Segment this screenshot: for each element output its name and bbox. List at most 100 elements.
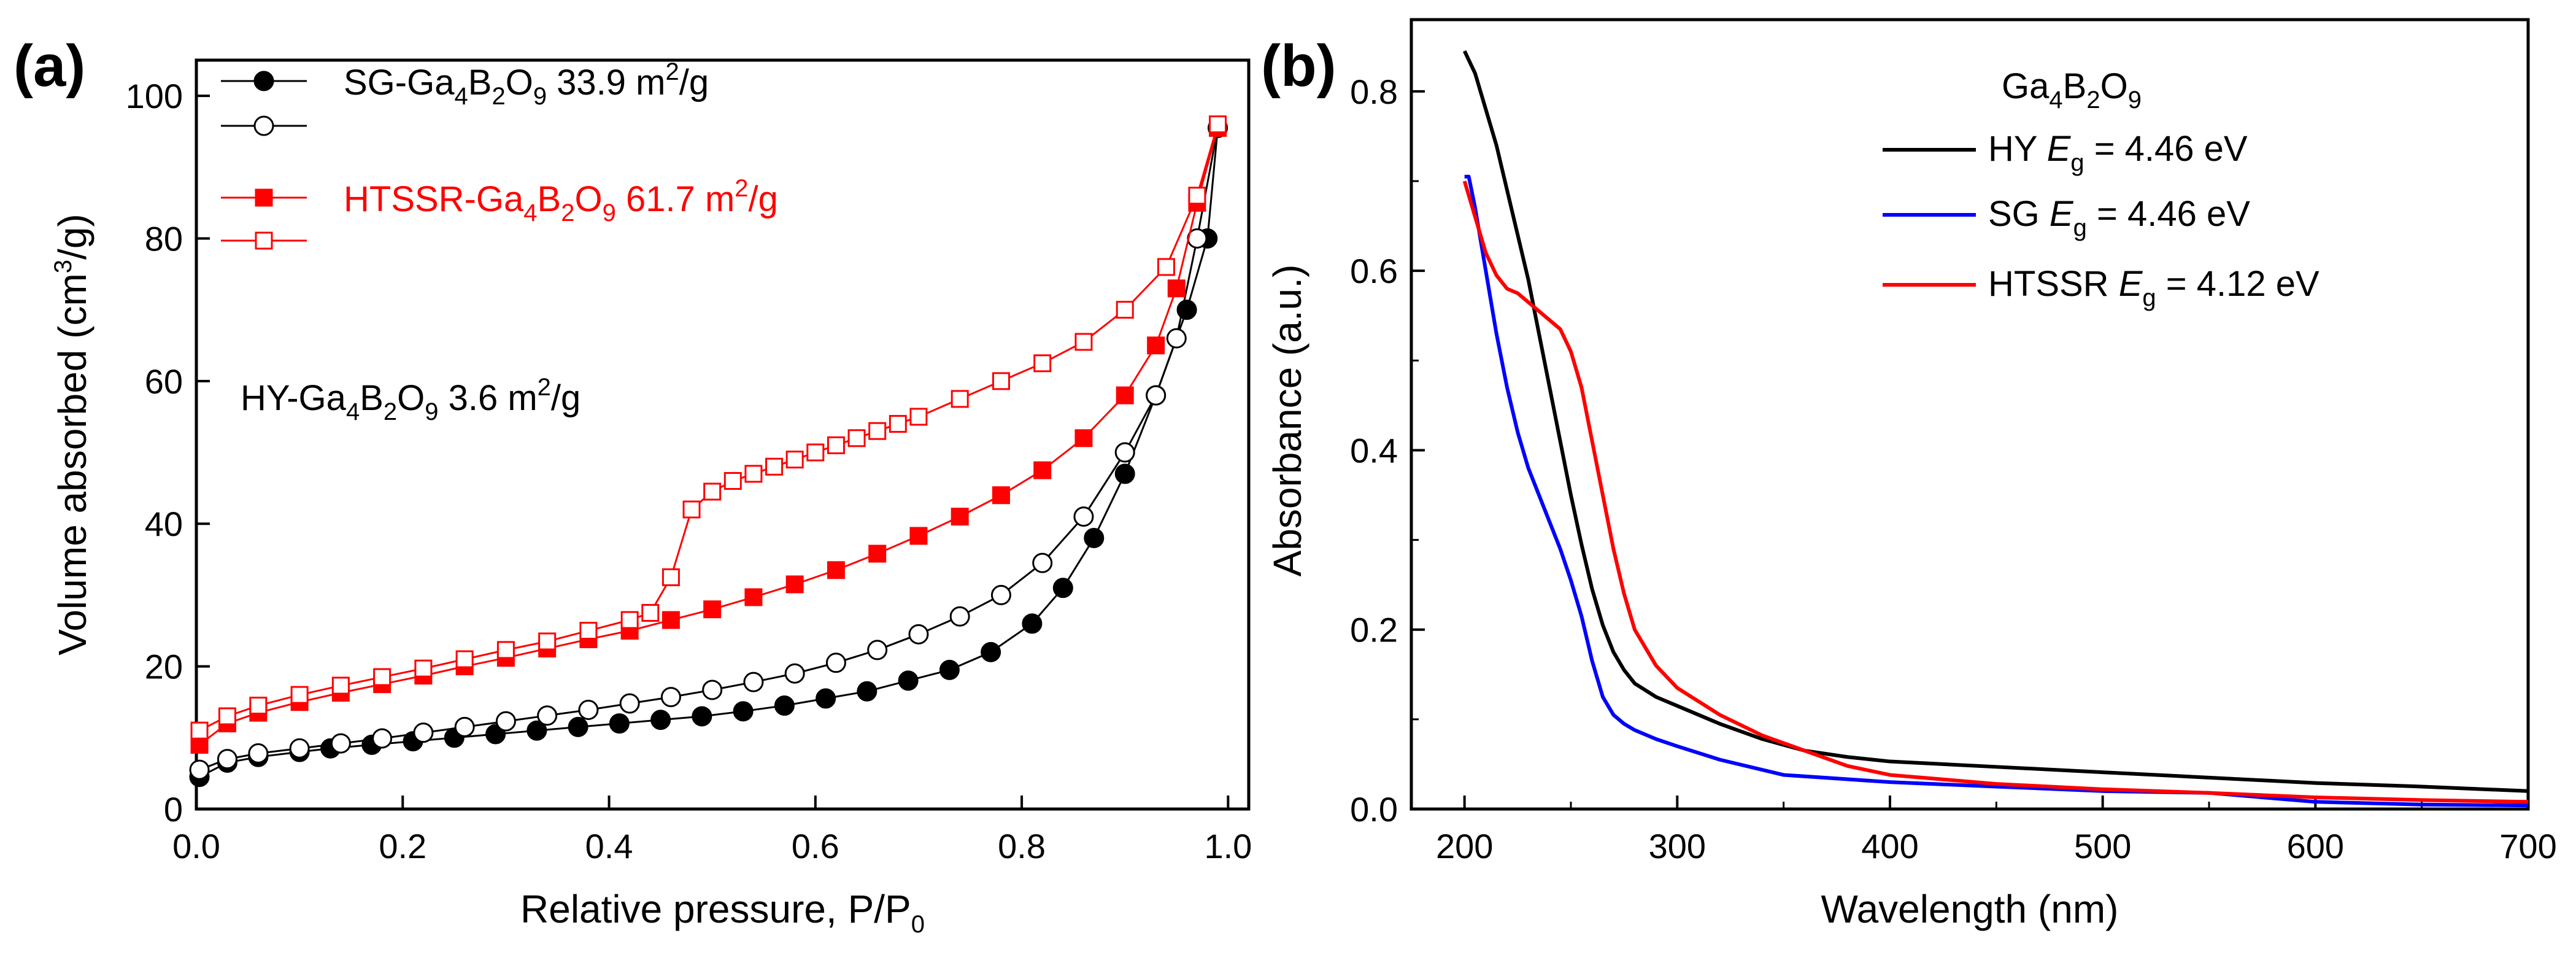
legend-marker xyxy=(255,231,273,250)
panel-a-data-point xyxy=(641,603,660,622)
panel-a-data-point xyxy=(495,711,516,732)
panel-a-data-point xyxy=(414,659,433,678)
panel-a-data-point xyxy=(190,721,209,740)
panel-a-data-point xyxy=(868,422,887,440)
panel-a-data-point xyxy=(1188,187,1206,205)
panel-a-data-point xyxy=(189,759,210,780)
panel-b-x-tick-label: 600 xyxy=(2287,827,2344,865)
panel-a-data-point xyxy=(898,670,919,691)
panel-a-letter: (a) xyxy=(13,33,85,99)
panel-a-data-point xyxy=(939,659,960,680)
panel-a-data-point xyxy=(981,641,1001,662)
panel-a-data-point xyxy=(825,652,846,673)
panel-b-letter: (b) xyxy=(1261,33,1336,99)
panel-a-y-tick-label: 0 xyxy=(164,790,183,829)
panel-a-data-point xyxy=(992,372,1010,390)
panel-a-isotherm-chart: 0.0 0.2 0.4 0.6 0.8 1.0 0 20 40 60 80 100 Relative p… xyxy=(13,33,1252,938)
panel-a-data-point xyxy=(1114,463,1135,484)
panel-a-series-line xyxy=(199,124,1219,732)
panel-a-data-point xyxy=(703,600,722,619)
panel-a-data-point xyxy=(1033,354,1052,373)
panel-a-data-point xyxy=(330,733,351,754)
panel-a-data-point xyxy=(455,650,474,668)
panel-a-x-tick-label: 0.0 xyxy=(172,827,220,865)
legend-marker xyxy=(253,115,274,136)
panel-a-data-point xyxy=(744,588,763,606)
panel-b-x-tick-label: 500 xyxy=(2074,827,2131,865)
panel-a-data-point xyxy=(1084,527,1105,548)
panel-a-data-point xyxy=(857,681,877,702)
panel-a-annotation-hy: HY-Ga4B2O9 3.6 m2/g xyxy=(241,374,580,425)
panel-a-data-point xyxy=(578,699,599,720)
panel-b-y-tick-label: 0.4 xyxy=(1350,431,1398,470)
panel-b-legend: Ga4B2O9 HY Eg = 4.46 eV SG Eg = 4.46 eV HTS… xyxy=(1883,66,2320,311)
panel-b-y-tick-label: 0.8 xyxy=(1350,72,1398,111)
panel-a-data-point xyxy=(702,680,723,700)
panel-a-data-point xyxy=(868,544,887,563)
panel-a-data-point xyxy=(454,716,475,737)
legend-label: HTSSR Eg = 4.12 eV xyxy=(1988,264,2320,311)
panel-a-x-tick-label: 0.8 xyxy=(998,827,1046,865)
panel-b-x-tick-label: 400 xyxy=(1861,827,1918,865)
panel-a-data-point xyxy=(951,508,969,526)
panel-b-x-tick-label: 300 xyxy=(1649,827,1706,865)
panel-a-data-point xyxy=(217,749,237,770)
panel-a-data-point xyxy=(909,527,928,545)
panel-a-series-line xyxy=(199,128,1219,771)
panel-a-data-point xyxy=(1022,613,1043,634)
panel-a-data-point xyxy=(579,622,598,640)
panel-b-y-tick-label: 0.6 xyxy=(1350,252,1398,290)
panel-b-frame xyxy=(1409,18,2530,811)
panel-a-data-point xyxy=(816,688,836,709)
panel-a-data-point xyxy=(908,624,929,645)
panel-a-data-point xyxy=(661,568,680,586)
panel-a-series-line xyxy=(199,127,1219,746)
panel-a-frame xyxy=(195,58,1251,811)
panel-a-data-point xyxy=(744,465,763,483)
panel-a-data-point xyxy=(661,611,680,629)
legend-marker xyxy=(253,71,274,91)
panel-a-x-tick-label: 1.0 xyxy=(1204,827,1252,865)
panel-a-data-point xyxy=(889,415,907,433)
panel-b-x-axis-title: Wavelength (nm) xyxy=(1821,887,2119,931)
panel-a-data-point xyxy=(1167,279,1186,298)
panel-a-data-point xyxy=(372,728,393,749)
panel-a-y-tick-label: 60 xyxy=(145,362,183,401)
panel-a-data-point xyxy=(692,706,712,727)
panel-a-data-point xyxy=(1074,333,1093,351)
panel-a-data-point xyxy=(413,722,434,743)
panel-a-data-point xyxy=(1052,578,1073,598)
panel-a-data-point xyxy=(951,390,969,408)
panel-a-data-point xyxy=(785,575,804,594)
panel-a-data-point xyxy=(660,687,681,708)
panel-a-y-tick-label: 100 xyxy=(126,77,183,115)
panel-b-y-tick-label: 0.2 xyxy=(1350,611,1398,649)
panel-a-data-point xyxy=(537,705,558,726)
panel-a-data-point xyxy=(784,663,805,684)
panel-a-data-point xyxy=(218,707,236,726)
panel-a-data-point xyxy=(1157,258,1175,276)
legend-label: SG Eg = 4.46 eV xyxy=(1988,194,2250,241)
panel-a-data-point xyxy=(249,697,268,715)
panel-a-data-point xyxy=(1209,115,1227,134)
panel-a-data-point xyxy=(682,500,701,519)
panel-a-data-point xyxy=(248,743,269,764)
panel-a-data-point xyxy=(733,701,754,722)
panel-b-x-tick-label: 200 xyxy=(1436,827,1493,865)
panel-a-x-tick-label: 0.6 xyxy=(792,827,839,865)
panel-a-data-point xyxy=(1073,506,1094,527)
panel-a-data-point xyxy=(806,443,825,462)
panel-a-data-point xyxy=(774,695,795,716)
panel-a-data-point xyxy=(331,676,350,695)
panel-b-x-tick-label: 700 xyxy=(2499,827,2556,865)
panel-a-y-tick-label: 40 xyxy=(145,505,183,543)
panel-a-data-point xyxy=(867,640,888,660)
panel-a-data-point xyxy=(1147,336,1165,355)
panel-a-x-tick-label: 0.4 xyxy=(585,827,633,865)
panel-a-y-axis-title: Volume absorbed (cm3/g) xyxy=(50,214,94,655)
panel-a-data-point xyxy=(538,632,557,651)
panel-a-data-point xyxy=(619,693,640,714)
panel-a-data-point xyxy=(620,611,639,629)
